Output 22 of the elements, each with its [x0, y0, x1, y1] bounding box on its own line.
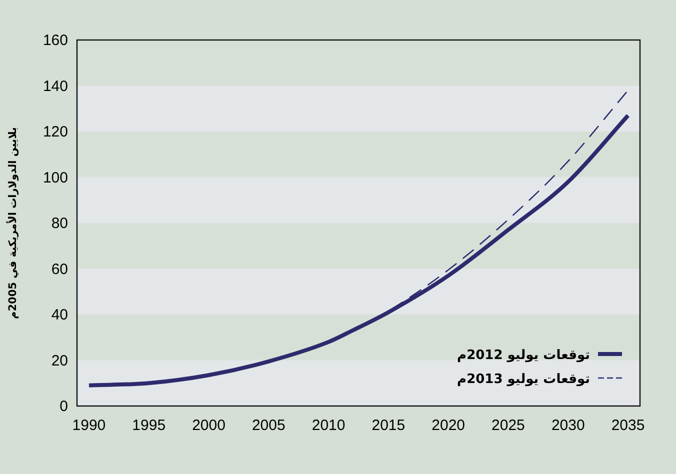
- x-tick-label: 1995: [132, 417, 166, 434]
- legend-label: توقعات يوليو 2012م: [457, 348, 590, 363]
- x-tick-label: 2010: [312, 417, 346, 434]
- y-tick-label: 80: [51, 215, 68, 232]
- x-tick-label: 2020: [432, 417, 466, 434]
- x-tick-label: 2005: [252, 417, 286, 434]
- y-tick-label: 140: [42, 78, 68, 95]
- y-tick-label: 40: [51, 306, 68, 324]
- y-tick-label: 120: [42, 124, 68, 140]
- y-tick-label: 100: [42, 169, 68, 186]
- x-tick-label: 2035: [611, 417, 645, 434]
- x-tick-label: 1990: [72, 417, 106, 434]
- legend-label: توقعات يوليو 2013م: [457, 372, 590, 387]
- x-tick-label: 2030: [551, 417, 585, 434]
- y-tick-label: 60: [51, 260, 68, 278]
- y-tick-label: 0: [60, 398, 68, 415]
- y-tick-label: 20: [51, 352, 68, 370]
- y-tick-label: 160: [42, 32, 68, 49]
- x-tick-label: 2025: [492, 417, 525, 434]
- y-axis-title: بلايين الدولارات الأمريكية في 2005م: [6, 126, 19, 319]
- x-tick-label: 2000: [192, 417, 226, 434]
- x-tick-label: 2015: [372, 417, 406, 434]
